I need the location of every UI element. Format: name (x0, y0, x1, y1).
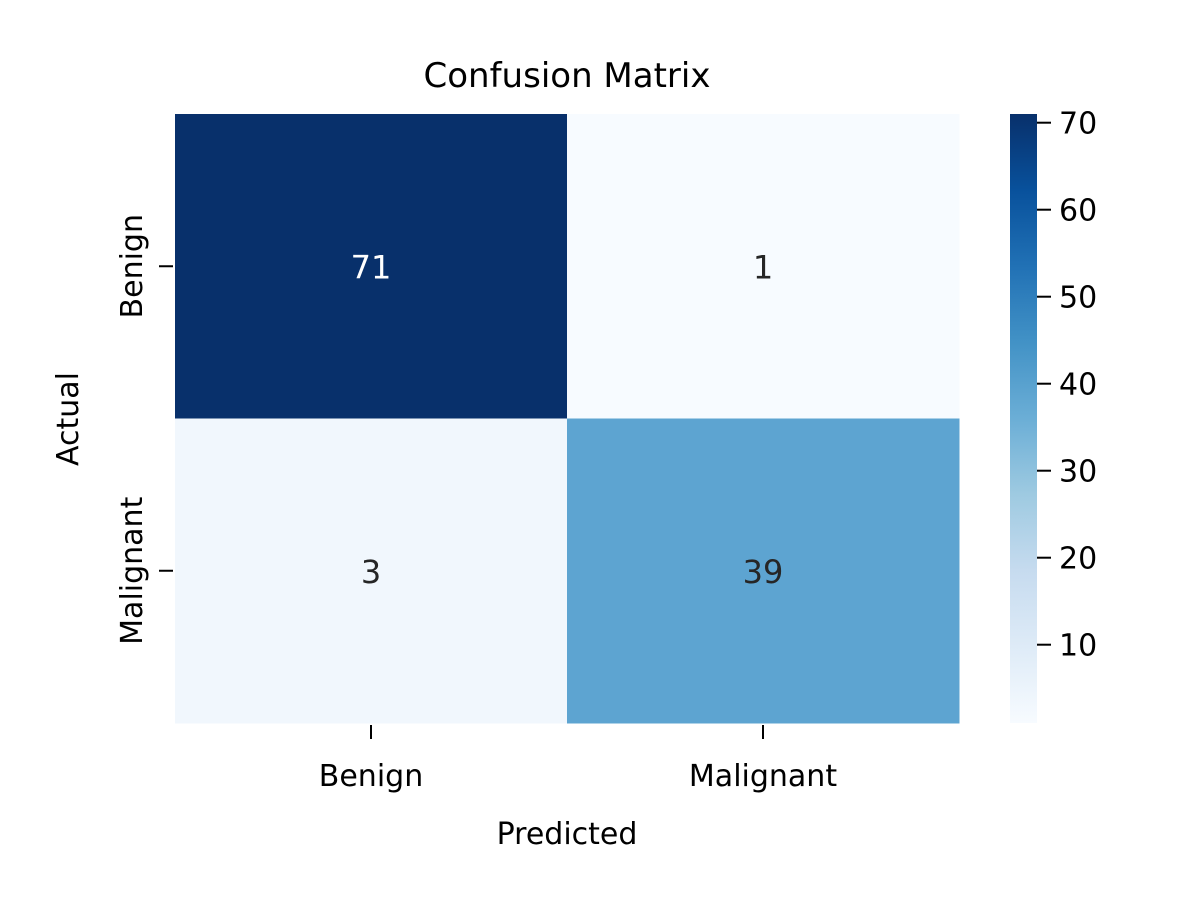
y-axis-ticks: Benign Malignant (115, 214, 173, 645)
cell-value-labels: 71 1 3 39 (351, 248, 784, 591)
y-tick-label-1: Malignant (115, 496, 150, 644)
heatmap-cell-1-1 (567, 418, 960, 724)
heatmap-cell-0-1 (567, 114, 960, 419)
colorbar-tick-label-6: 70 (1059, 107, 1097, 142)
colorbar-tick-label-5: 60 (1059, 194, 1097, 229)
x-tick-label-1: Malignant (689, 759, 837, 794)
cell-value-label-0-1: 1 (753, 248, 773, 286)
y-tick-label-0: Benign (115, 214, 150, 318)
colorbar (1010, 114, 1037, 723)
cell-value-label-0-0: 71 (351, 248, 392, 286)
colorbar-tick-label-4: 50 (1059, 281, 1097, 316)
colorbar-ticks: 10 20 30 40 50 60 70 (1037, 107, 1097, 664)
chart-title: Confusion Matrix (424, 56, 711, 96)
colorbar-tick-label-2: 30 (1059, 455, 1097, 490)
y-axis-label: Actual (51, 372, 86, 466)
colorbar-tick-label-1: 20 (1059, 542, 1097, 577)
colorbar-tick-label-0: 10 (1059, 629, 1097, 664)
cell-value-label-1-0: 3 (361, 553, 381, 591)
heatmap-cells (175, 114, 960, 724)
colorbar-tick-label-3: 40 (1059, 368, 1097, 403)
heatmap-cell-1-0 (175, 418, 568, 724)
x-tick-label-0: Benign (319, 759, 423, 794)
x-axis-label: Predicted (497, 817, 638, 852)
cell-value-label-1-1: 39 (743, 553, 784, 591)
heatmap-cell-0-0 (175, 114, 568, 419)
x-axis-ticks: Benign Malignant (319, 725, 837, 794)
